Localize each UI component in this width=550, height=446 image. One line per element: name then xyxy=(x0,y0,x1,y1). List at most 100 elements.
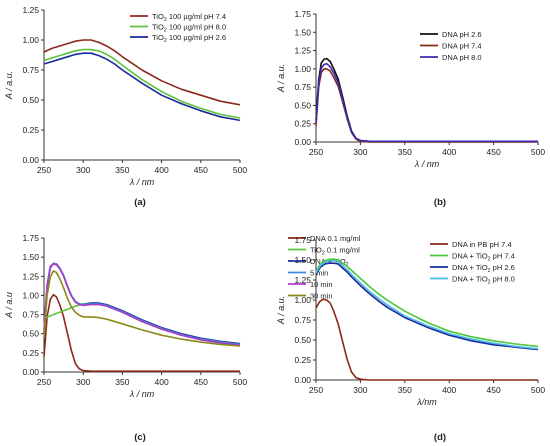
x-tick-label: 300 xyxy=(353,147,367,157)
panel-label: (d) xyxy=(434,432,446,443)
y-tick-label: 1.75 xyxy=(294,235,311,245)
x-tick-label: 350 xyxy=(398,385,412,395)
x-tick-label: 250 xyxy=(309,147,323,157)
y-tick-label: 0.75 xyxy=(294,315,311,325)
x-tick-label: 500 xyxy=(233,377,247,387)
legend-entry: DNA pH 2.6 xyxy=(442,30,482,39)
panel-label: (a) xyxy=(134,197,146,208)
y-tick-label: 1.25 xyxy=(294,46,311,56)
y-tick-label: 1.00 xyxy=(22,35,39,45)
legend-entry: TiO2 100 µg/ml pH 2.6 xyxy=(152,33,226,44)
x-tick-label: 400 xyxy=(442,147,456,157)
legend-entry: DNA pH 8.0 xyxy=(442,53,482,62)
legend-entry: TiO2 0.1 mg/ml xyxy=(310,246,360,257)
y-tick-label: 1.00 xyxy=(294,295,311,305)
y-axis-label: A / a.u. xyxy=(276,64,286,93)
x-tick-label: 500 xyxy=(531,385,545,395)
y-tick-label: 0.00 xyxy=(22,155,39,165)
legend-entry: DNA in PB pH 7.4 xyxy=(452,240,512,249)
legend-entry: DNA + TiO2 pH 7.4 xyxy=(452,252,515,263)
legend-entry: TiO2 100 µg/ml pH 8.0 xyxy=(152,23,226,34)
series-line-5 xyxy=(43,270,241,347)
y-tick-label: 1.75 xyxy=(294,9,311,19)
x-tick-label: 250 xyxy=(37,165,51,175)
x-tick-label: 400 xyxy=(155,377,169,387)
legend-entry: DNA pH 7.4 xyxy=(442,42,482,51)
panel-label: (b) xyxy=(434,197,446,208)
y-tick-label: 0.50 xyxy=(294,100,311,110)
y-tick-label: 0.50 xyxy=(22,95,39,105)
y-tick-label: 0.50 xyxy=(294,335,311,345)
series-line-0 xyxy=(43,293,240,372)
chart-panel-c: 250 300 350 400 450 500 0.00 0.25 0.50 0.75 1.00 1.… xyxy=(4,233,361,443)
y-axis-label: A / a.u. xyxy=(4,71,14,100)
x-tick-label: 250 xyxy=(309,385,323,395)
series-line-2 xyxy=(315,62,538,143)
x-axis-label: λ / nm xyxy=(414,159,440,169)
series-line-4 xyxy=(43,263,241,346)
legend-entry: 30 min xyxy=(310,292,333,301)
y-tick-label: 0.00 xyxy=(294,375,311,385)
y-tick-label: 0.75 xyxy=(22,65,39,75)
y-tick-label: 1.00 xyxy=(294,64,311,74)
series-line-3 xyxy=(315,260,539,350)
x-axis-label: λ / nm xyxy=(129,177,155,187)
series-line-0 xyxy=(43,39,241,106)
x-tick-label: 300 xyxy=(353,385,367,395)
y-tick-label: 0.25 xyxy=(294,355,311,365)
x-tick-label: 350 xyxy=(398,147,412,157)
x-tick-label: 300 xyxy=(76,165,90,175)
chart-panel-b: 250 300 350 400 450 500 0.00 0.25 0.50 0.75 1.00 1.… xyxy=(276,9,545,208)
x-tick-label: 350 xyxy=(115,377,129,387)
y-tick-label: 0.25 xyxy=(22,348,39,358)
series-line-0 xyxy=(315,57,538,143)
legend-entry: DNA + TiO2 pH 2.6 xyxy=(452,263,515,274)
series-line-0 xyxy=(315,298,538,381)
y-tick-label: 1.50 xyxy=(294,27,311,37)
y-tick-label: 1.50 xyxy=(22,252,39,262)
series-line-1 xyxy=(315,258,539,348)
x-tick-label: 450 xyxy=(487,147,501,157)
legend-entry: 5 min xyxy=(310,269,328,278)
legend-entry: 10 min xyxy=(310,280,333,289)
y-tick-label: 1.50 xyxy=(294,255,311,265)
y-axis-label: A / a.u xyxy=(4,292,14,319)
legend-entry: TiO2 100 µg/ml pH 7.4 xyxy=(152,12,226,23)
x-tick-label: 450 xyxy=(194,377,208,387)
y-tick-label: 1.25 xyxy=(22,5,39,15)
panel-label: (c) xyxy=(134,432,146,443)
y-tick-label: 0.00 xyxy=(22,367,39,377)
y-axis-label: A / a.u. xyxy=(276,296,286,325)
series-line-2 xyxy=(315,262,539,351)
y-tick-label: 0.25 xyxy=(22,125,39,135)
x-tick-label: 450 xyxy=(194,165,208,175)
y-tick-label: 1.00 xyxy=(22,290,39,300)
legend-entry: DNA 0.1 mg/ml xyxy=(310,234,361,243)
x-tick-label: 250 xyxy=(37,377,51,387)
y-tick-label: 0.25 xyxy=(294,119,311,129)
x-tick-label: 450 xyxy=(487,385,501,395)
chart-panel-a: 250 300 350 400 450 500 0.00 0.25 0.50 0.75 1.00 1.… xyxy=(4,5,247,208)
x-axis-label: λ/nm xyxy=(416,397,437,407)
y-tick-label: 0.50 xyxy=(22,329,39,339)
x-tick-label: 400 xyxy=(442,385,456,395)
x-tick-label: 350 xyxy=(115,165,129,175)
y-tick-label: 1.25 xyxy=(22,271,39,281)
y-tick-label: 0.75 xyxy=(294,82,311,92)
series-line-2 xyxy=(43,52,241,122)
x-tick-label: 400 xyxy=(155,165,169,175)
y-tick-label: 1.75 xyxy=(22,233,39,243)
x-tick-label: 300 xyxy=(76,377,90,387)
x-tick-label: 500 xyxy=(233,165,247,175)
y-tick-label: 0.75 xyxy=(22,310,39,320)
y-tick-label: 1.25 xyxy=(294,275,311,285)
series-line-3 xyxy=(43,262,241,346)
x-axis-label: λ / nm xyxy=(129,389,155,399)
series-line-1 xyxy=(315,68,538,143)
legend-entry: DNA + TiO2 pH 8.0 xyxy=(452,275,515,286)
series-line-2 xyxy=(43,262,241,345)
series-line-1 xyxy=(43,48,241,119)
chart-panel-d: 250 300 350 400 450 500 0.00 0.25 0.50 0.75 1.00 1.… xyxy=(276,235,545,443)
y-tick-label: 0.00 xyxy=(294,137,311,147)
